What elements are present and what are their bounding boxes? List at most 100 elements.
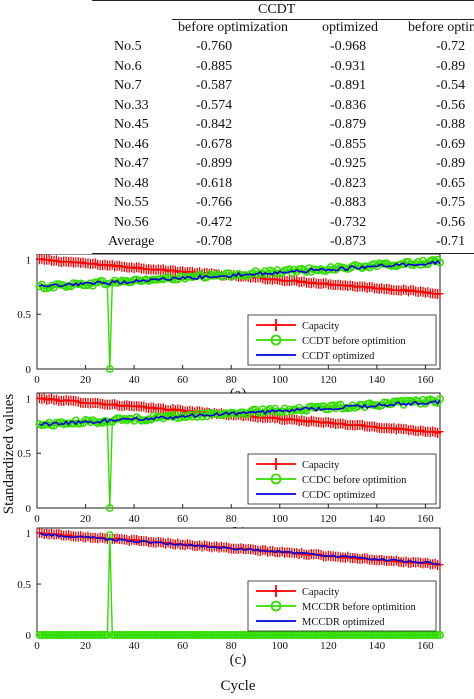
chart-panel: 0 20 40 60 80 100 120 140 160 0 0.5 1 Capacity CCDC b… [17, 392, 444, 541]
series-point [215, 631, 224, 639]
series-point [137, 631, 146, 639]
series-point [108, 631, 117, 639]
series-point [205, 631, 214, 639]
table-cell: -0.56 [436, 97, 466, 113]
legend-label: CCDC optimized [302, 490, 376, 501]
table-cell: -0.618 [196, 175, 233, 191]
x-tick-label: 140 [369, 640, 386, 652]
series-point [266, 631, 275, 639]
series-point [103, 418, 112, 427]
series-point [287, 631, 296, 639]
series-point [338, 631, 347, 639]
series-point [363, 631, 372, 639]
series-point [346, 631, 355, 639]
series-point [399, 631, 408, 639]
x-tick-label: 120 [320, 513, 337, 525]
series-circle [35, 531, 444, 639]
table-cell: -0.69 [436, 136, 466, 152]
legend-marker [271, 319, 281, 331]
series-point [404, 631, 413, 639]
series-point [113, 631, 122, 639]
series-point [169, 631, 177, 639]
chart-panel: 0 20 40 60 80 100 120 140 160 0 0.5 1 Capacity MCCDR … [17, 527, 444, 668]
series-point [249, 631, 258, 639]
table-row-label: No.5 [114, 39, 142, 54]
series-point [421, 631, 430, 639]
y-tick-label: 0 [26, 630, 32, 642]
series-point [115, 631, 124, 639]
table-row-label: No.55 [114, 195, 149, 210]
series-point [122, 631, 131, 639]
series-point [419, 631, 427, 639]
series-point [139, 631, 148, 639]
series-point [278, 631, 287, 639]
legend-label: CCDT before optimition [302, 336, 406, 347]
series-point [360, 631, 369, 639]
series-point [118, 631, 126, 639]
series-point [152, 631, 160, 639]
series-point [258, 631, 267, 639]
legend-label: MCCDR optimized [302, 617, 385, 628]
charts-area: 0 20 40 60 80 100 120 140 160 0 0.5 1 Capacity CCDT b… [0, 253, 474, 694]
series-point [370, 631, 379, 639]
table-cell: -0.885 [196, 58, 233, 74]
series-point [402, 631, 410, 639]
correlation-table: CCDT before optimization optimized befor… [0, 0, 474, 254]
x-tick-label: 60 [177, 640, 189, 652]
series-point [54, 631, 63, 639]
series-point [173, 631, 182, 639]
x-tick-label: 60 [177, 513, 189, 525]
series-point [183, 631, 192, 639]
series-point [98, 631, 107, 639]
x-tick-label: 40 [129, 640, 141, 652]
y-tick-label: 1 [26, 528, 32, 540]
series-point [71, 631, 80, 639]
series-point [270, 631, 279, 639]
table-group-header: CCDT [258, 2, 296, 17]
table-cell: -0.842 [196, 117, 233, 132]
series-point [224, 631, 233, 639]
series-point [76, 631, 85, 639]
series-point [389, 631, 398, 639]
table-cell: -0.931 [330, 58, 367, 74]
series-point [156, 631, 165, 639]
y-tick-label: 0 [26, 503, 32, 515]
series-point [358, 631, 367, 639]
legend-label: MCCDR before optimition [302, 602, 416, 613]
series-point [185, 631, 194, 639]
series-point [283, 631, 292, 639]
series-point [368, 631, 376, 639]
series-point [436, 426, 444, 437]
series-point [302, 631, 311, 639]
y-tick-label: 0.5 [17, 448, 31, 460]
series-point [436, 631, 444, 639]
series-point [312, 631, 321, 639]
series-point [309, 631, 318, 639]
series-point [377, 259, 386, 268]
table-row-label: No.56 [114, 214, 149, 230]
series-point [113, 414, 122, 423]
series-point [285, 631, 294, 639]
series-point [93, 631, 102, 639]
series-point [171, 631, 180, 639]
legend-marker [270, 334, 282, 346]
chart-legend: Capacity CCDT before optimition CCDT optim… [247, 314, 437, 366]
table-cell: -0.823 [330, 175, 367, 191]
x-tick-label: 20 [80, 640, 92, 652]
series-point [406, 631, 415, 639]
series-point [130, 631, 139, 639]
series-point [105, 365, 114, 373]
series-point [91, 631, 100, 639]
x-tick-label: 100 [272, 640, 289, 652]
x-tick-label: 20 [80, 374, 92, 386]
series-point [86, 631, 95, 639]
series-point [436, 288, 444, 299]
series-point [166, 631, 175, 639]
series-none [39, 532, 441, 566]
chart-legend: Capacity CCDC before optimition CCDC optim… [247, 453, 437, 505]
series-point [181, 631, 190, 639]
table-cell: -0.72 [436, 39, 466, 54]
panel-label: (c) [230, 652, 247, 668]
series-point [229, 631, 238, 639]
series-point [263, 631, 272, 639]
